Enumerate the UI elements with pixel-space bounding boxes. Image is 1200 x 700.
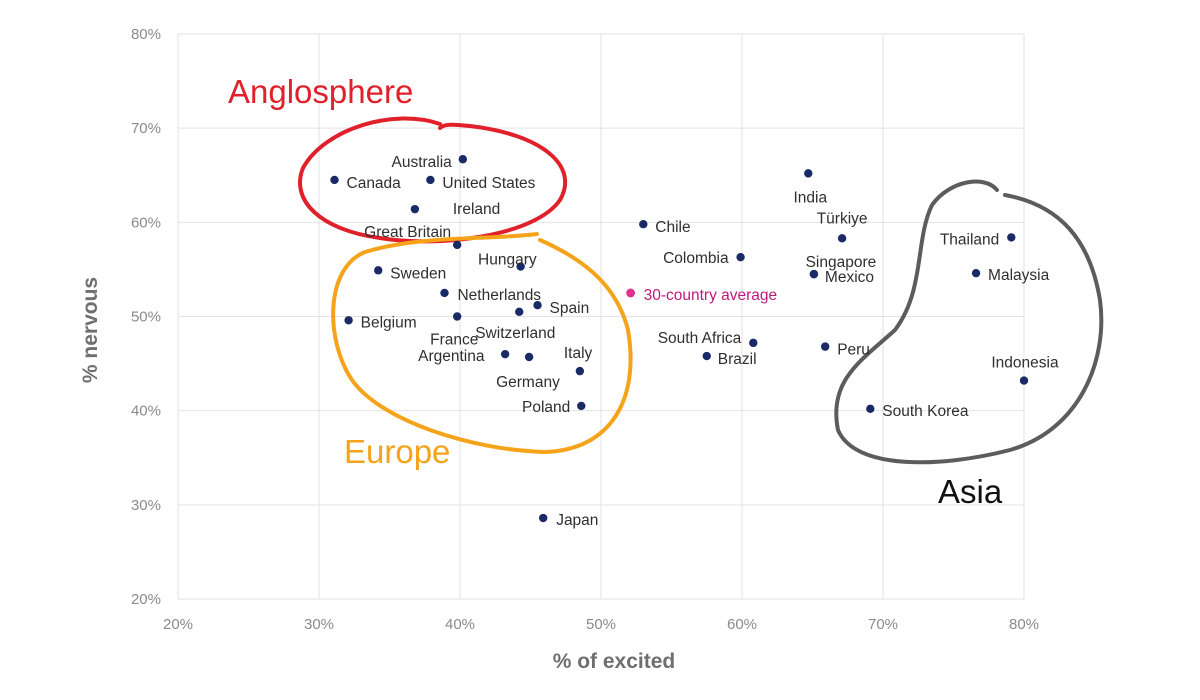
asia-outline: [834, 179, 1104, 465]
label-belgium: Belgium: [361, 314, 417, 331]
label-india: India: [793, 189, 827, 206]
label-hungary: Hungary: [478, 252, 537, 269]
label-germany: Germany: [496, 374, 560, 391]
x-axis-title: % of excited: [553, 650, 676, 673]
anglosphere-annotation: Anglosphere: [228, 73, 413, 110]
label-colombia: Colombia: [663, 250, 729, 267]
x-tick-label: 30%: [304, 616, 334, 633]
point-united-states: [426, 175, 435, 185]
europe-annotation: Europe: [344, 433, 450, 470]
point-labels: Australia Canada United States IrelandGreat…: [347, 154, 1059, 529]
y-tick-label: 60%: [131, 214, 161, 231]
label-malaysia: Malaysia: [988, 267, 1050, 284]
label-south-africa: South Africa: [658, 330, 742, 347]
point-sweden: [374, 266, 383, 275]
y-tick-label: 40%: [131, 403, 161, 420]
label-australia: Australia: [392, 154, 453, 171]
point-thailand: [1007, 233, 1016, 242]
point-switzerland: [515, 307, 524, 316]
point-japan: [538, 513, 548, 523]
europe-outline: [331, 232, 633, 455]
point-turkiye: [837, 234, 847, 243]
x-tick-label: 60%: [727, 616, 757, 633]
label-netherlands: Netherlands: [457, 287, 541, 304]
label-switzerland: Switzerland: [475, 325, 555, 342]
point-colombia: [736, 252, 745, 262]
point-ireland: [410, 204, 420, 214]
point-spain: [533, 301, 542, 310]
point-italy: [575, 366, 585, 376]
x-tick-label: 20%: [163, 616, 193, 633]
point-great-britain: [452, 240, 462, 250]
label-japan: Japan: [556, 512, 598, 529]
label-chile: Chile: [655, 219, 690, 236]
point-netherlands: [440, 288, 449, 298]
point-south-korea: [866, 404, 875, 413]
x-tick-label: 50%: [586, 616, 616, 633]
point-germany: [524, 352, 534, 362]
y-axis-title: % nervous: [79, 277, 102, 383]
point-argentina: [500, 349, 510, 359]
label-poland: Poland: [522, 399, 570, 416]
label-italy: Italy: [564, 345, 593, 362]
point-peru: [820, 342, 830, 351]
x-tick-label: 80%: [1009, 616, 1039, 633]
label-united-states: United States: [442, 175, 535, 192]
label-great-britain: Great Britain: [364, 224, 451, 241]
y-tick-label: 30%: [131, 497, 161, 514]
point-hungary: [516, 262, 525, 271]
label-mexico: Mexico: [825, 269, 874, 286]
y-tick-label: 20%: [131, 591, 161, 608]
point-france: [452, 312, 462, 321]
label-indonesia: Indonesia: [991, 355, 1059, 372]
point-south-africa: [749, 338, 758, 348]
label-singapore: Singapore: [806, 254, 877, 271]
label-canada: Canada: [347, 175, 402, 192]
x-axis-ticks: 20% 30% 40% 50% 60% 70% 80%: [163, 616, 1039, 633]
point-mexico: [809, 269, 819, 279]
label-peru: Peru: [837, 342, 870, 359]
y-tick-label: 80%: [131, 26, 161, 43]
point-30-country-average: [626, 288, 636, 298]
x-tick-label: 40%: [445, 616, 475, 633]
asia-annotation: Asia: [938, 473, 1003, 510]
data-points: [330, 155, 1029, 523]
y-tick-label: 50%: [131, 309, 161, 326]
point-australia: [458, 155, 468, 164]
label-turkiye: Türkiye: [817, 210, 868, 227]
label-thailand: Thailand: [940, 231, 999, 248]
x-tick-label: 70%: [868, 616, 898, 633]
label-30-country-average: 30-country average: [644, 287, 778, 304]
y-axis-ticks: 20% 30% 40% 50% 60% 70% 80%: [131, 26, 161, 608]
label-argentina: Argentina: [418, 348, 485, 365]
point-malaysia: [971, 268, 981, 278]
point-brazil: [702, 351, 711, 361]
point-canada: [330, 175, 339, 185]
label-ireland: Ireland: [453, 201, 500, 218]
label-brazil: Brazil: [718, 351, 757, 368]
label-france: France: [430, 332, 478, 349]
label-sweden: Sweden: [390, 265, 446, 282]
point-india: [804, 169, 813, 178]
label-spain: Spain: [550, 300, 590, 317]
point-chile: [639, 220, 648, 229]
point-indonesia: [1019, 376, 1029, 385]
grid: [177, 33, 1025, 600]
label-south-korea: South Korea: [882, 403, 969, 420]
point-poland: [577, 401, 586, 411]
y-tick-label: 70%: [131, 120, 161, 137]
point-belgium: [344, 316, 353, 325]
